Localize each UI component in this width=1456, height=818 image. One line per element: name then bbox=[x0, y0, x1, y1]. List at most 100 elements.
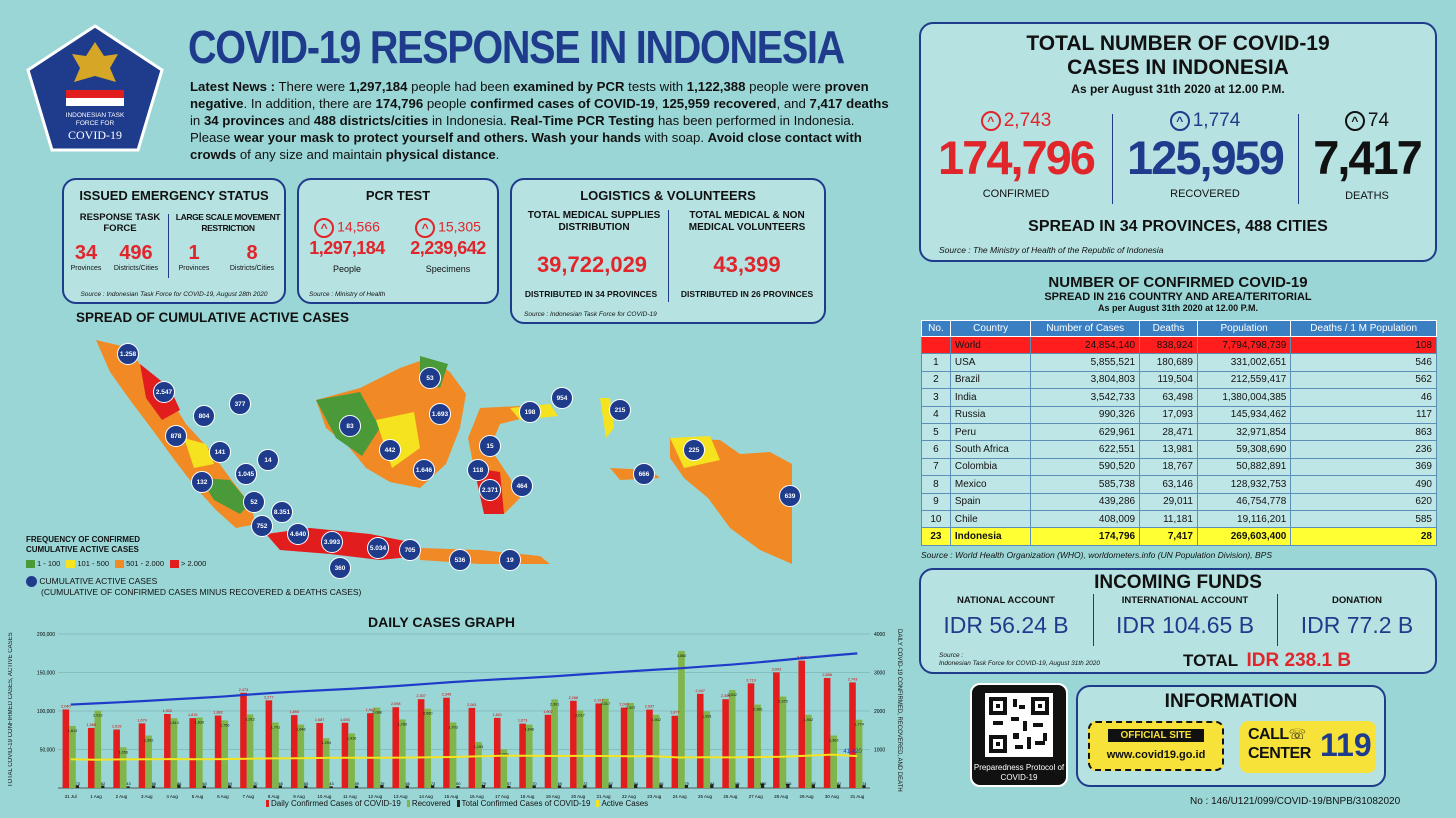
x-tick-label: 2 Aug bbox=[116, 794, 128, 799]
death-data-label: 70 bbox=[532, 782, 536, 786]
recovered-data-label: 1,703 bbox=[448, 725, 458, 729]
confirmed-bar bbox=[747, 683, 755, 788]
death-data-label: 69 bbox=[558, 782, 562, 786]
recovered-data-label: 1,912 bbox=[245, 717, 255, 721]
table-cell: 145,934,462 bbox=[1196, 405, 1292, 424]
confirmed-bar bbox=[823, 677, 831, 788]
table-cell: 19,116,201 bbox=[1196, 509, 1292, 529]
table-header: Number of Cases bbox=[1030, 320, 1141, 337]
volunteers-footer: DISTRIBUTED IN 26 PROVINCES bbox=[680, 289, 814, 299]
confirmed-data-label: 1,877 bbox=[670, 711, 680, 715]
death-data-label: 43 bbox=[126, 782, 130, 786]
recovered-bar bbox=[94, 710, 102, 788]
table-cell: 32,971,854 bbox=[1196, 422, 1292, 442]
map-marker: 8.351 bbox=[271, 501, 293, 523]
circle-legend: CUMULATIVE ACTIVE CASES (CUMULATIVE OF C… bbox=[26, 576, 361, 598]
map-marker: 464 bbox=[511, 475, 533, 497]
table-cell: 63,498 bbox=[1139, 388, 1198, 407]
recovered-bar bbox=[119, 747, 127, 788]
recovered-bar bbox=[170, 718, 178, 788]
recovered-data-label: 1,416 bbox=[347, 736, 357, 740]
death-data-label: 65 bbox=[279, 782, 283, 786]
information-panel: INFORMATION OFFICIAL SITE www.covid19.go… bbox=[1076, 685, 1386, 787]
table-cell: 408,009 bbox=[1030, 509, 1141, 529]
table-cell: 17,093 bbox=[1139, 405, 1198, 424]
x-tick-label: 30 Aug bbox=[825, 794, 840, 799]
table-row: 1 USA 5,855,521 180,689 331,002,651 546 bbox=[921, 353, 1437, 372]
confirmed-data-label: 1,922 bbox=[163, 709, 173, 713]
table-cell: 13,981 bbox=[1139, 440, 1198, 459]
table-cell: 119,504 bbox=[1139, 370, 1198, 390]
confirmed-data-label: 2,037 bbox=[645, 705, 655, 709]
confirmed-data-label: 2,858 bbox=[822, 673, 832, 677]
table-cell: Colombia bbox=[949, 457, 1032, 477]
sumatra-riau bbox=[184, 438, 214, 468]
qr-panel[interactable]: Preparedness Protocol of COVID-19 bbox=[970, 683, 1068, 787]
provinces-label-2: Provinces bbox=[178, 265, 210, 272]
table-cell: 28 bbox=[1290, 527, 1437, 546]
death-data-label: 73 bbox=[431, 782, 435, 786]
left-tick-label: 200,000 bbox=[37, 632, 55, 638]
table-cell: 46 bbox=[1290, 388, 1437, 407]
x-tick-label: 15 Aug bbox=[444, 794, 459, 799]
confirmed-data-label: 2,277 bbox=[264, 695, 274, 699]
spread-text: SPREAD IN 34 PROVINCES, 488 CITIES bbox=[1028, 218, 1328, 235]
task-force-logo: INDONESIAN TASK FORCE FOR COVID-19 bbox=[26, 24, 164, 152]
map-marker: 2.547 bbox=[153, 381, 175, 403]
graph-y-left-label: TOTAL COVID-19 CONFIRMED CASES, ACTIVE C… bbox=[8, 632, 14, 788]
recovered-bar bbox=[627, 703, 635, 788]
map-marker: 14 bbox=[257, 449, 279, 471]
map-marker: 118 bbox=[467, 459, 489, 481]
recovered-data-label: 2,088 bbox=[372, 711, 382, 715]
confirmed-data-label: 2,266 bbox=[569, 696, 579, 700]
table-cell: 8 bbox=[921, 475, 951, 494]
graph-title: DAILY CASES GRAPH bbox=[368, 614, 516, 630]
confirmed-bar bbox=[443, 697, 450, 788]
death-data-label: 70 bbox=[253, 782, 257, 786]
recovered-bar bbox=[145, 735, 152, 788]
provinces-label: Provinces bbox=[70, 265, 102, 272]
table-cell: 4 bbox=[921, 405, 951, 424]
death-data-label: 82 bbox=[608, 782, 612, 786]
recovered-data-label: 2,301 bbox=[550, 702, 560, 706]
map-marker: 1.646 bbox=[413, 459, 435, 481]
recovered-data-label: 1,756 bbox=[220, 723, 230, 727]
graph-legend: Daily Confirmed Cases of COVID-19 Recover… bbox=[266, 799, 648, 808]
confirmed-bar bbox=[87, 727, 95, 788]
call-center-button[interactable]: CALL☏ CENTER 119 bbox=[1240, 721, 1376, 773]
table-cell: 1 bbox=[921, 353, 951, 372]
confirmed-bar bbox=[240, 692, 247, 788]
totals-asof: As per August 31th 2020 at 12.00 P.M. bbox=[1071, 82, 1285, 96]
confirmed-bar bbox=[595, 703, 603, 788]
table-header: Country bbox=[949, 320, 1032, 337]
death-data-label: 65 bbox=[405, 782, 409, 786]
right-tick-label: 4000 bbox=[874, 632, 885, 638]
death-bar bbox=[304, 785, 308, 788]
table-row: 6 South Africa 622,551 13,981 59,308,690 236 bbox=[921, 440, 1437, 459]
table-cell: Indonesia bbox=[949, 527, 1032, 546]
death-data-label: 62 bbox=[101, 782, 105, 786]
circle-legend-1: CUMULATIVE ACTIVE CASES bbox=[39, 576, 158, 586]
death-bar bbox=[532, 785, 536, 788]
recovered-data-label: 1,813 bbox=[169, 721, 179, 725]
recovered-bar bbox=[475, 742, 482, 788]
official-site-label: OFFICIAL SITE bbox=[1108, 729, 1204, 742]
confirmed-bar bbox=[189, 718, 197, 788]
recovered-data-label: 2,166 bbox=[753, 708, 763, 712]
logo-text-1: INDONESIAN TASK bbox=[65, 112, 125, 119]
recovered-bar bbox=[678, 650, 685, 788]
table-cell: 3,804,803 bbox=[1030, 370, 1141, 390]
map-marker: 377 bbox=[229, 393, 251, 415]
table-cell: 1,380,004,385 bbox=[1196, 388, 1292, 407]
recovered-total: 125,959 bbox=[1127, 131, 1285, 184]
table-cell: 2 bbox=[921, 370, 951, 390]
papua bbox=[670, 438, 792, 564]
qr-code-icon bbox=[985, 693, 1053, 757]
death-bar bbox=[557, 785, 562, 788]
recovered-data-label: 1,193 bbox=[474, 745, 484, 749]
confirmed-data-label: 1,942 bbox=[366, 708, 376, 712]
table-cell: 838,924 bbox=[1139, 335, 1198, 355]
map-marker: 752 bbox=[251, 515, 273, 537]
official-site-button[interactable]: OFFICIAL SITE www.covid19.go.id bbox=[1088, 721, 1224, 771]
death-bar bbox=[659, 784, 663, 788]
